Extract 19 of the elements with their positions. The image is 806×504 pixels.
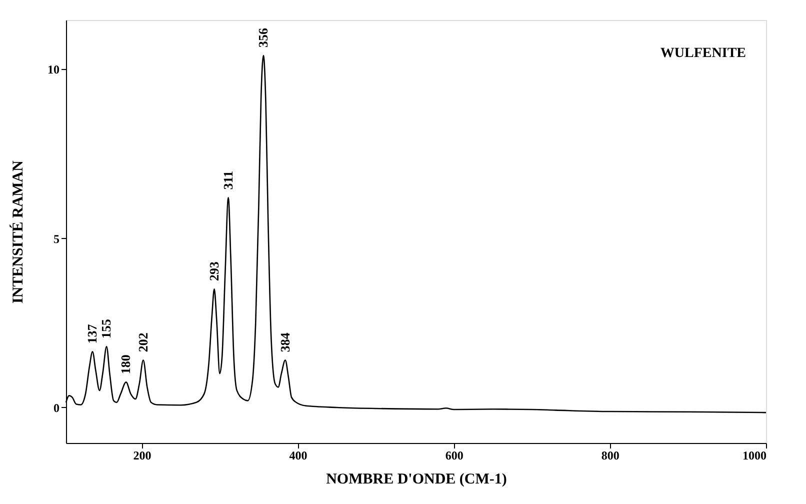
y-tick-label: 5 <box>54 232 60 246</box>
annotation: 356 <box>255 28 270 48</box>
text: WULFENITE <box>660 46 746 61</box>
y-tick-label: 0 <box>54 400 60 415</box>
annotation: 293 <box>206 261 222 282</box>
x-tick-label: 400 <box>289 448 308 462</box>
annotation: 180 <box>118 354 134 374</box>
x-tick-label: 800 <box>601 448 620 462</box>
annotation: 137 <box>84 324 100 344</box>
x-axis-title: NOMBRE D'ONDE (CM-1) <box>326 472 507 488</box>
annotation: 155 <box>98 318 114 339</box>
annotation: 384 <box>277 332 292 352</box>
x-tick-label: 200 <box>133 448 152 462</box>
y-tick-label: 10 <box>48 62 60 77</box>
x-tick-label: 600 <box>445 448 464 462</box>
x-tick-label: 1000 <box>742 448 766 462</box>
y-axis-title: INTENSITÉ RAMAN <box>10 160 26 304</box>
annotation: 311 <box>220 170 236 190</box>
annotation: 202 <box>135 332 150 352</box>
